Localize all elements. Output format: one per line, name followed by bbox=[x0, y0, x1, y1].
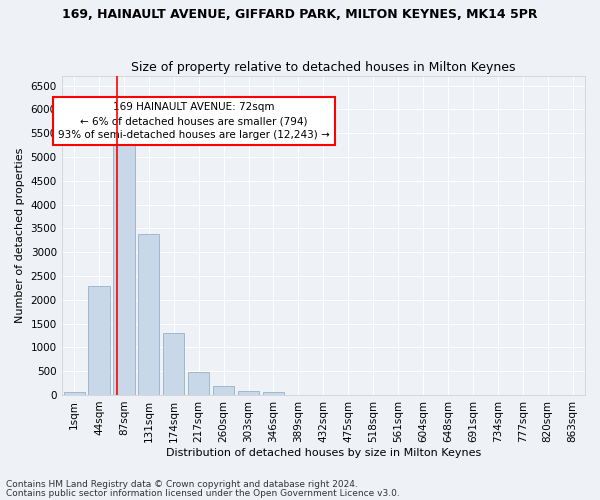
Text: Contains HM Land Registry data © Crown copyright and database right 2024.: Contains HM Land Registry data © Crown c… bbox=[6, 480, 358, 489]
Bar bbox=[88, 286, 110, 395]
Text: 169, HAINAULT AVENUE, GIFFARD PARK, MILTON KEYNES, MK14 5PR: 169, HAINAULT AVENUE, GIFFARD PARK, MILT… bbox=[62, 8, 538, 20]
Bar bbox=[238, 391, 259, 395]
Bar bbox=[263, 392, 284, 395]
Bar bbox=[188, 372, 209, 395]
Bar bbox=[64, 392, 85, 395]
X-axis label: Distribution of detached houses by size in Milton Keynes: Distribution of detached houses by size … bbox=[166, 448, 481, 458]
Bar bbox=[213, 386, 234, 395]
Bar bbox=[163, 332, 184, 395]
Title: Size of property relative to detached houses in Milton Keynes: Size of property relative to detached ho… bbox=[131, 60, 515, 74]
Text: Contains public sector information licensed under the Open Government Licence v3: Contains public sector information licen… bbox=[6, 488, 400, 498]
Bar bbox=[138, 234, 160, 395]
Y-axis label: Number of detached properties: Number of detached properties bbox=[15, 148, 25, 323]
Bar bbox=[113, 138, 134, 395]
Text: 169 HAINAULT AVENUE: 72sqm
← 6% of detached houses are smaller (794)
93% of semi: 169 HAINAULT AVENUE: 72sqm ← 6% of detac… bbox=[58, 102, 329, 140]
